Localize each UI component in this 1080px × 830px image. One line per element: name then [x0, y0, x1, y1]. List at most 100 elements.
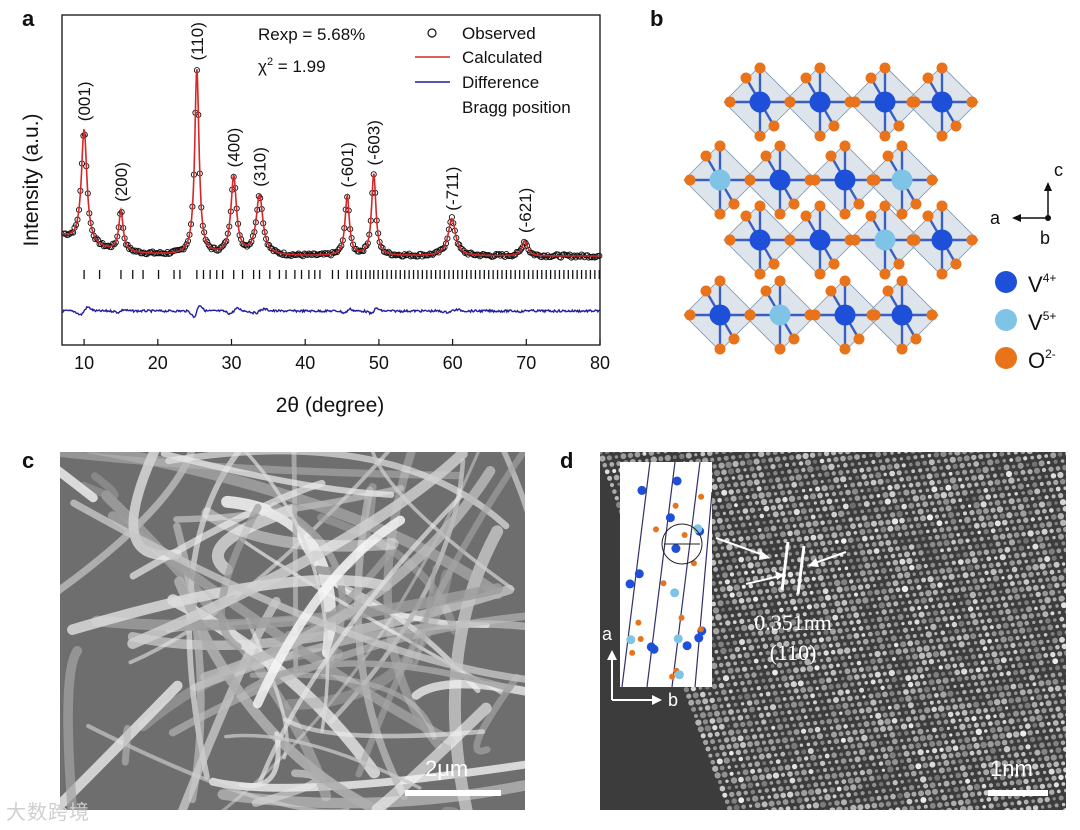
plot-frame	[61, 14, 601, 346]
oxygen-atom	[839, 343, 851, 355]
oxygen-atom	[879, 268, 891, 280]
watermark: 大数跨境	[6, 800, 90, 824]
legend-observed: Observed	[462, 24, 536, 43]
inset-axis-b-label: b	[668, 690, 678, 710]
oxygen-atom	[684, 174, 696, 186]
observed-point	[439, 245, 447, 252]
peak-label: (-621)	[516, 188, 535, 233]
oxygen-atom	[774, 140, 786, 152]
oxygen-atom	[754, 200, 766, 212]
oxygen-atom	[950, 120, 962, 132]
peak-label: (310)	[251, 147, 270, 187]
oxygen-atom	[714, 140, 726, 152]
oxygen-atom	[814, 62, 826, 74]
oxygen-atom	[828, 120, 840, 132]
x-axis-ticks: 10 20 30 40 50 60 70 80	[74, 339, 610, 373]
x-axis-label: 2θ (degree)	[276, 394, 385, 417]
crystal-structure: c a b V4+ V5+ O2-	[683, 62, 1063, 373]
panel-letter-d: d	[560, 448, 574, 473]
legend-difference: Difference	[462, 73, 539, 92]
oxygen-atom	[760, 285, 772, 297]
xrd-chart: 10 20 30 40 50 60 70 80 (001) (200) (110) (400) (31…	[20, 14, 610, 417]
oxygen-atom	[768, 120, 780, 132]
v4-atom	[769, 169, 791, 191]
plane-label: (110)	[769, 640, 817, 665]
peak-label: (-711)	[443, 167, 462, 211]
oxygen-atom	[714, 275, 726, 287]
oxygen-atom	[809, 309, 821, 321]
peak-labels: (001) (200) (110) (400) (310) (-601) (-603) (-7…	[75, 22, 535, 233]
oxygen-atom	[866, 174, 878, 186]
oxygen-atom	[768, 258, 780, 270]
v5-atom	[874, 229, 896, 251]
oxygen-atom	[744, 309, 756, 321]
y-axis-label: Intensity (a.u.)	[20, 113, 43, 246]
oxygen-atom	[788, 198, 800, 210]
axis-c-label: c	[1054, 160, 1063, 180]
sem-scale-label: 2μm	[425, 756, 469, 781]
rexp-annotation: Rexp = 5.68%	[258, 25, 365, 44]
oxygen-atom	[849, 234, 861, 246]
observed-point	[529, 250, 536, 257]
oxygen-atom	[922, 210, 934, 222]
oxygen-atom	[744, 174, 756, 186]
observed-point	[218, 243, 225, 250]
panel-letter-b: b	[650, 6, 664, 31]
atoms	[684, 62, 978, 355]
x-tick-label: 30	[221, 353, 241, 373]
observed-point	[220, 242, 227, 249]
peak-label: (200)	[112, 162, 131, 202]
v5-atom	[709, 169, 731, 191]
peak-label: (-601)	[338, 142, 357, 187]
oxygen-atom	[684, 309, 696, 321]
v4-atom	[834, 169, 856, 191]
observed-point	[205, 242, 212, 249]
v4-atom	[834, 304, 856, 326]
observed-point	[319, 250, 326, 257]
oxygen-atom	[784, 234, 796, 246]
oxygen-atom	[814, 130, 826, 142]
oxygen-atom	[825, 150, 837, 162]
oxygen-atom	[906, 234, 918, 246]
oxygen-atom	[866, 309, 878, 321]
legend-o2: O2-	[1028, 347, 1056, 373]
peak-label: (400)	[225, 128, 244, 168]
observed-point	[521, 238, 528, 245]
observed-point	[183, 241, 190, 248]
oxygen-atom	[896, 343, 908, 355]
oxygen-atom	[950, 258, 962, 270]
observed-point	[572, 254, 579, 261]
oxygen-atom	[728, 198, 740, 210]
oxygen-atom	[865, 210, 877, 222]
oxygen-atom	[879, 62, 891, 74]
observed-point	[509, 253, 516, 260]
legend-observed-marker	[427, 28, 437, 38]
v4-atom	[749, 91, 771, 113]
v4-atom	[749, 229, 771, 251]
axis-a-label: a	[990, 208, 1001, 228]
oxygen-atom	[774, 275, 786, 287]
oxygen-atom	[839, 140, 851, 152]
v5-atom	[891, 169, 913, 191]
x-tick-label: 50	[369, 353, 389, 373]
x-tick-label: 60	[443, 353, 463, 373]
oxygen-atom	[754, 62, 766, 74]
peak-label: (-603)	[365, 120, 384, 165]
oxygen-atom	[809, 174, 821, 186]
lattice-annotation	[715, 537, 847, 595]
v4-atom	[874, 91, 896, 113]
chart-legend: Observed Calculated Difference Bragg pos…	[415, 24, 571, 117]
v4-atom	[709, 304, 731, 326]
peak-label: (110)	[188, 22, 207, 60]
oxygen-atom	[882, 150, 894, 162]
calculated-curve	[61, 69, 600, 257]
oxygen-atom	[774, 208, 786, 220]
oxygen-atom	[714, 208, 726, 220]
observed-point	[407, 253, 414, 260]
x-tick-label: 80	[590, 353, 610, 373]
panel-letter-a: a	[22, 6, 35, 31]
oxygen-atom	[788, 333, 800, 345]
v4-atom	[809, 229, 831, 251]
observed-point	[338, 242, 345, 249]
oxygen-atom	[922, 72, 934, 84]
